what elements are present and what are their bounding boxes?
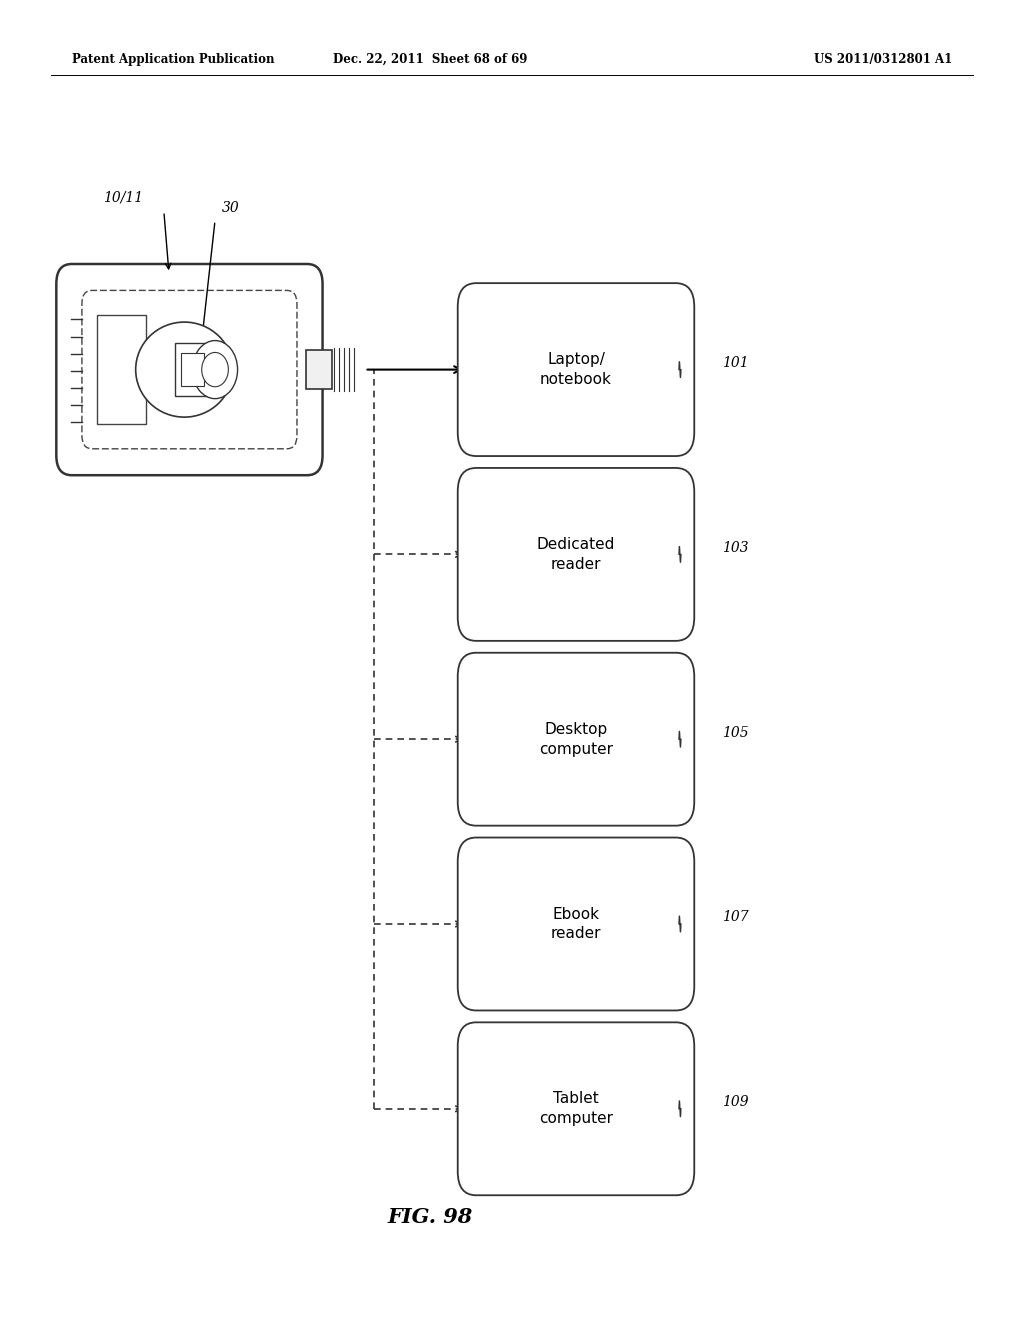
Text: 105: 105 [722,726,749,739]
FancyBboxPatch shape [97,315,146,424]
Text: 107: 107 [722,911,749,924]
FancyBboxPatch shape [306,350,332,389]
Text: Dedicated
reader: Dedicated reader [537,537,615,572]
Text: US 2011/0312801 A1: US 2011/0312801 A1 [814,53,952,66]
FancyBboxPatch shape [181,354,204,387]
Text: Laptop/
notebook: Laptop/ notebook [540,352,612,387]
Text: 10/11: 10/11 [102,190,143,205]
FancyBboxPatch shape [458,284,694,457]
FancyBboxPatch shape [458,652,694,826]
Text: Dec. 22, 2011  Sheet 68 of 69: Dec. 22, 2011 Sheet 68 of 69 [333,53,527,66]
Circle shape [193,341,238,399]
Text: Tablet
computer: Tablet computer [539,1092,613,1126]
Text: 109: 109 [722,1096,749,1109]
FancyBboxPatch shape [458,837,694,1011]
FancyBboxPatch shape [56,264,323,475]
Text: 103: 103 [722,541,749,554]
Text: 101: 101 [722,356,749,370]
FancyBboxPatch shape [175,343,214,396]
Text: Desktop
computer: Desktop computer [539,722,613,756]
FancyBboxPatch shape [458,1022,694,1196]
FancyBboxPatch shape [82,290,297,449]
Text: Patent Application Publication: Patent Application Publication [72,53,274,66]
Text: Ebook
reader: Ebook reader [551,907,601,941]
FancyBboxPatch shape [458,469,694,642]
Ellipse shape [135,322,232,417]
Text: FIG. 98: FIG. 98 [387,1206,473,1228]
Text: 30: 30 [221,201,240,215]
Circle shape [202,352,228,387]
